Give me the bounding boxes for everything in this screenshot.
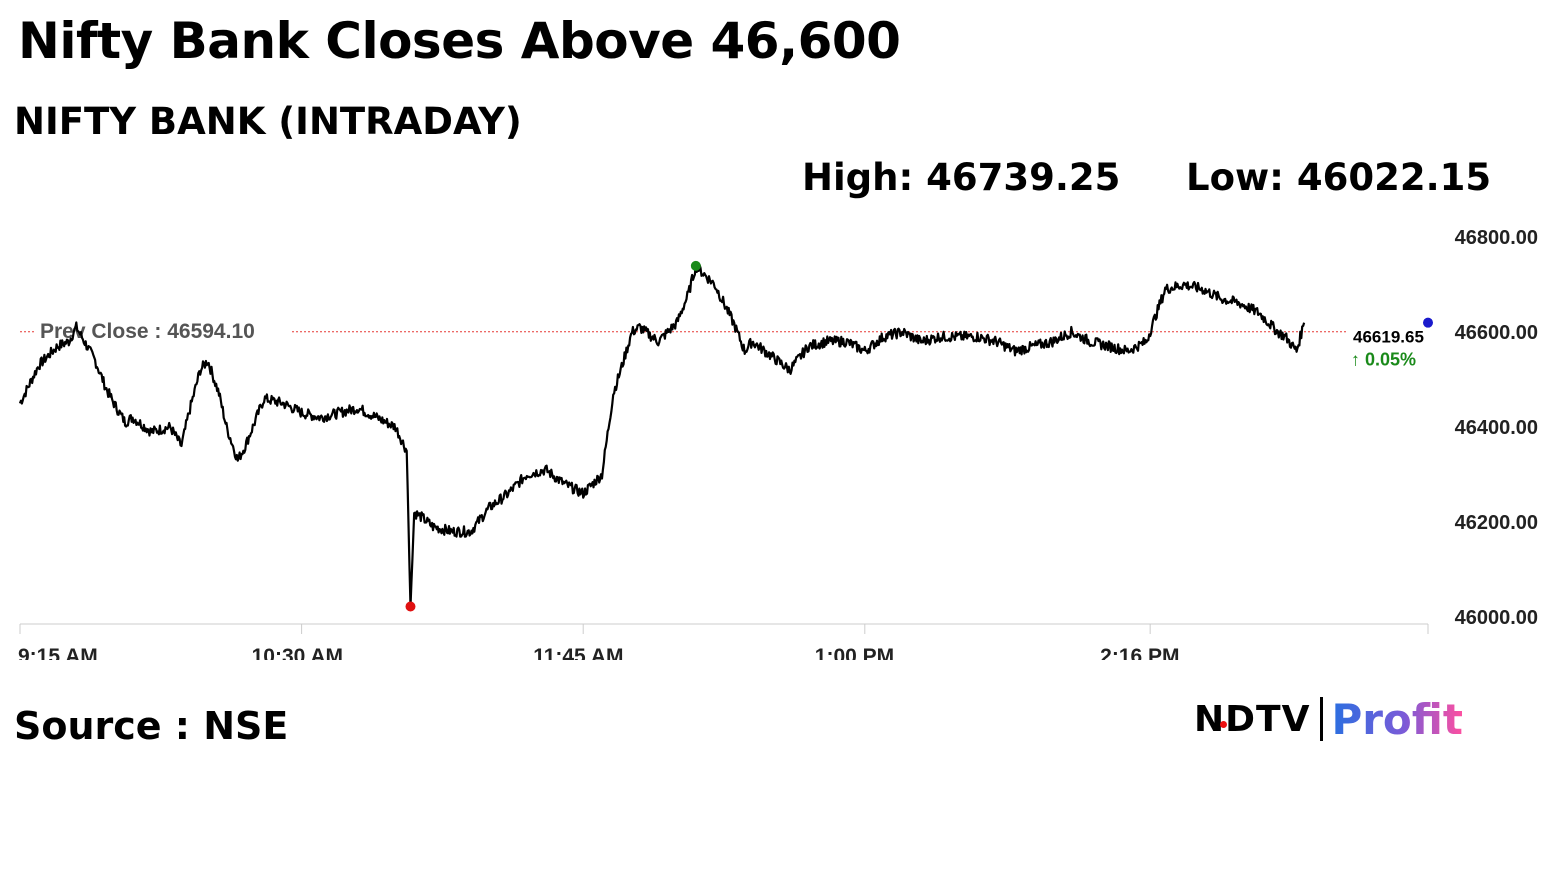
brand-logo: NDTV Profit bbox=[1194, 694, 1463, 744]
brand-divider bbox=[1320, 697, 1324, 741]
change-percent-label: ↑ 0.05% bbox=[1351, 350, 1416, 370]
x-tick-label: 11:45 AM bbox=[533, 645, 623, 660]
axis-ticks: 9:15 AM 10:30 AM 11:45 AM 1:00 PM 2:16 PM 468… bbox=[18, 227, 1538, 660]
x-tick-label: 9:15 AM bbox=[18, 645, 98, 660]
prev-close-label: Prev Close : 46594.10 bbox=[40, 320, 255, 343]
y-tick-label: 46000.00 bbox=[1455, 607, 1538, 629]
profit-wordmark: Profit bbox=[1331, 694, 1463, 744]
x-tick-label: 1:00 PM bbox=[815, 645, 894, 660]
day-low-marker bbox=[405, 601, 416, 612]
intraday-chart: Prev Close : 46594.10 9:15 AM 10:30 AM 11:… bbox=[18, 227, 1538, 660]
source-label: Source : NSE bbox=[14, 704, 289, 748]
y-tick-label: 46600.00 bbox=[1455, 322, 1538, 344]
ndtv-wordmark: NDTV bbox=[1194, 698, 1311, 740]
day-high-marker bbox=[690, 260, 701, 271]
x-tick-label: 10:30 AM bbox=[252, 645, 343, 660]
x-tick-label: 2:16 PM bbox=[1100, 645, 1179, 660]
last-price-label: 46619.65 bbox=[1353, 328, 1424, 347]
last-price-marker bbox=[1423, 317, 1433, 328]
y-tick-label: 46400.00 bbox=[1455, 417, 1538, 439]
headline: Nifty Bank Closes Above 46,600 bbox=[18, 12, 901, 70]
day-low-stat: Low: 46022.15 bbox=[1186, 156, 1492, 199]
price-line bbox=[18, 261, 1306, 608]
chart-subtitle: NIFTY BANK (INTRADAY) bbox=[14, 100, 522, 143]
logo-dot-icon bbox=[1220, 720, 1227, 728]
y-tick-label: 46200.00 bbox=[1455, 512, 1538, 534]
y-tick-label: 46800.00 bbox=[1455, 227, 1538, 249]
day-high-stat: High: 46739.25 bbox=[802, 156, 1121, 199]
